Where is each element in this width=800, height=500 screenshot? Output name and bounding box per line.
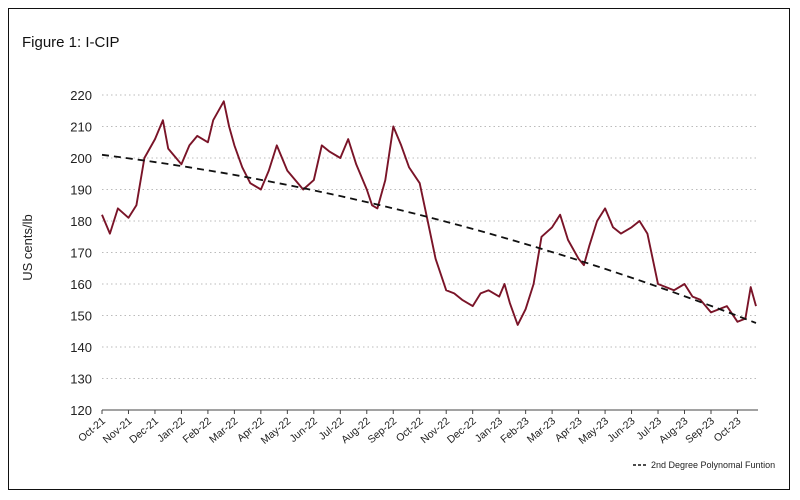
trend-line [101,153,757,324]
x-tick-label: Dec-21 [127,415,161,446]
x-tick-label: Jan-23 [473,415,505,445]
y-tick-label: 130 [70,372,92,387]
y-tick-label: 200 [70,151,92,166]
legend-label: 2nd Degree Polynomal Funtion [651,460,775,470]
y-tick-label: 180 [70,214,92,229]
x-tick-label: Jun-23 [605,415,637,445]
x-tick-label: Jun-22 [287,415,319,445]
x-tick-label: Nov-21 [101,415,135,446]
x-tick-label: Jan-22 [155,415,187,445]
y-tick-label: 120 [70,403,92,418]
y-tick-label: 150 [70,309,92,324]
y-tick-label: 170 [70,246,92,261]
x-tick-label: Aug-23 [657,415,691,446]
x-tick-label: May-22 [259,415,294,447]
x-tick-label: Mar-22 [207,415,240,446]
x-tick-label: Feb-22 [181,415,214,446]
x-tick-label: Sep-22 [366,415,400,446]
chart-title: Figure 1: I-CIP [22,34,120,51]
y-tick-label: 220 [70,88,92,103]
y-axis-label: US cents/lb [20,214,35,280]
price-line [101,100,757,326]
y-tick-label: 210 [70,120,92,135]
x-tick-label: Sep-23 [683,415,717,446]
x-tick-label: Mar-23 [525,415,558,446]
x-tick-label: Nov-22 [418,415,452,446]
y-tick-label: 190 [70,183,92,198]
y-tick-label: 140 [70,340,92,355]
x-tick-label: May-23 [576,415,611,447]
x-tick-label: Dec-22 [445,415,479,446]
y-tick-label: 160 [70,277,92,292]
x-tick-label: Aug-22 [339,415,373,446]
x-tick-label: Oct-23 [712,415,744,445]
x-tick-label: Feb-23 [498,415,531,446]
